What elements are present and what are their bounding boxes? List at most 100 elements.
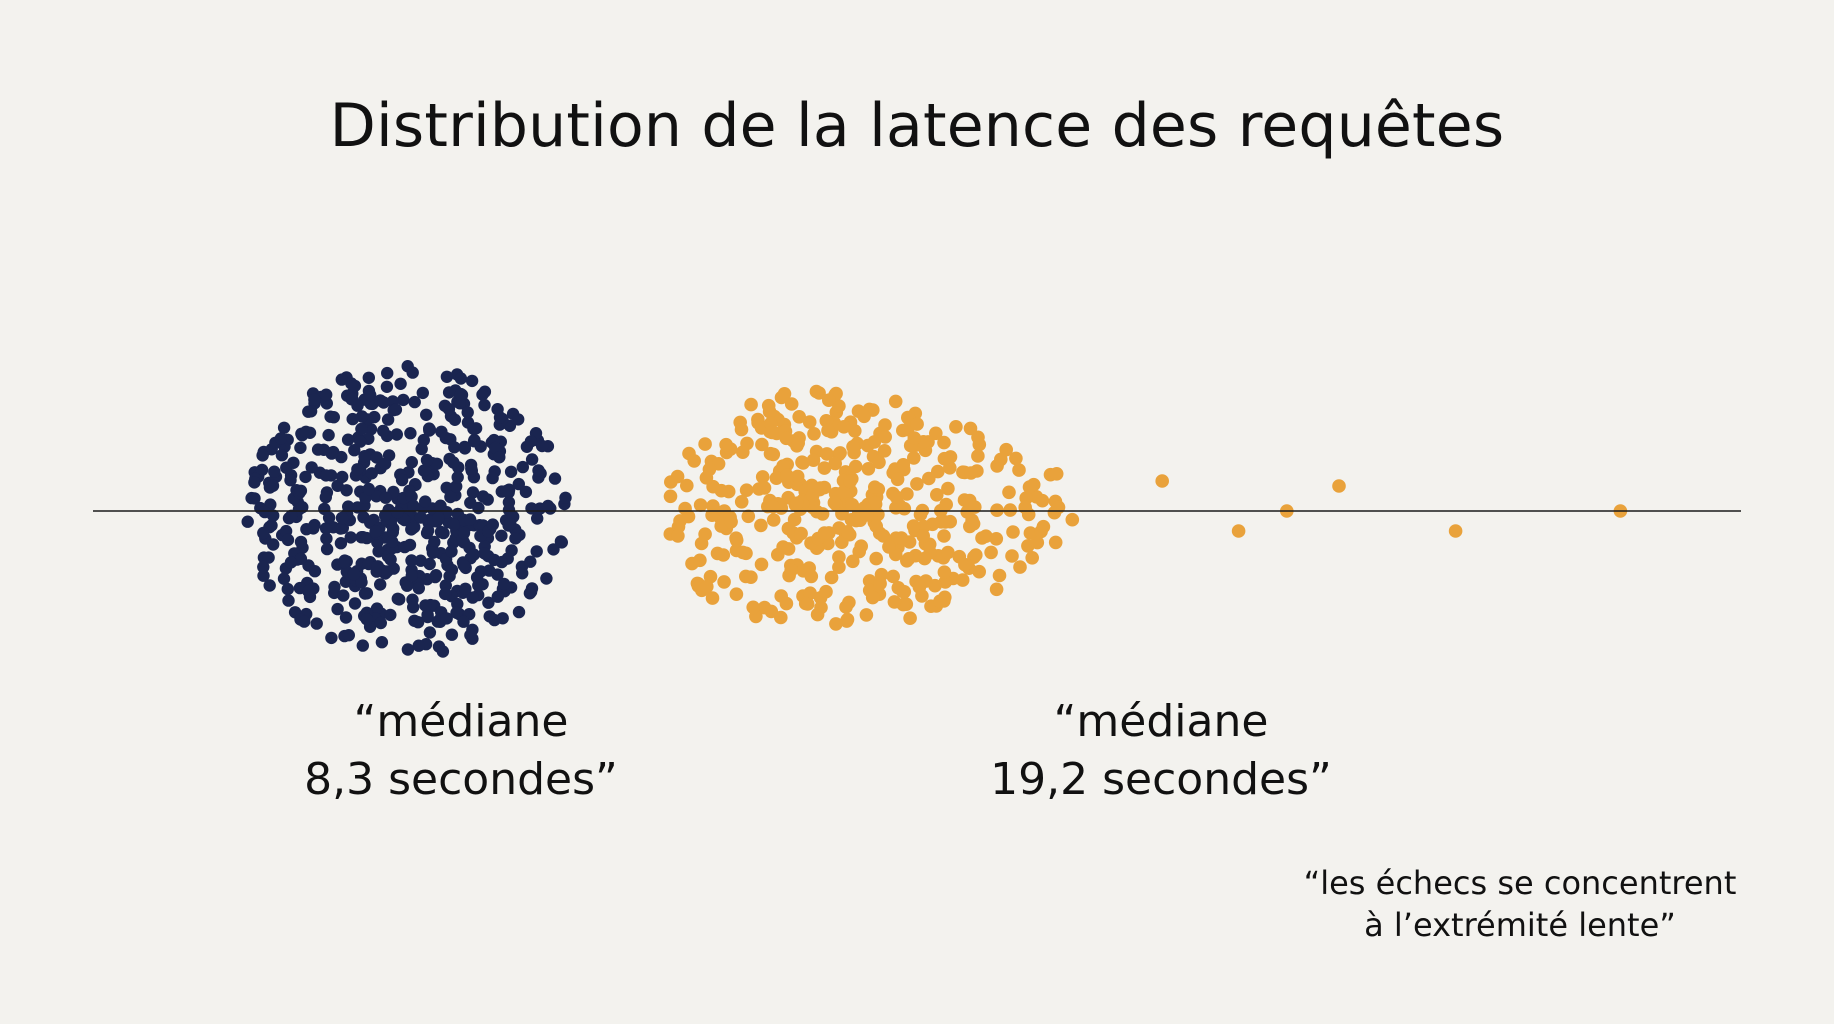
slow-request-dot: [781, 542, 796, 556]
slow-request-dot: [790, 496, 804, 511]
slow-request-dot: [812, 386, 826, 400]
slow-request-dot: [779, 596, 794, 611]
slow-request-dot: [796, 456, 810, 470]
slow-request-dot: [780, 468, 794, 483]
fast-request-dot: [472, 579, 485, 592]
fast-request-dot: [459, 582, 472, 595]
slow-request-dot: [984, 545, 998, 560]
slow-request-dot: [1005, 549, 1019, 563]
fast-request-dot: [548, 472, 562, 485]
fast-request-dot: [262, 551, 275, 564]
fast-request-dot: [525, 502, 538, 515]
slow-request-dot: [717, 575, 731, 589]
fast-request-dot: [524, 435, 538, 448]
fast-request-dot: [478, 547, 491, 560]
slow-request-dot: [1030, 535, 1045, 550]
slow-request-dot: [878, 430, 892, 444]
fast-request-dot: [391, 592, 404, 605]
slow-request-dot: [1065, 512, 1080, 527]
fast-request-dot: [478, 398, 491, 412]
slow-request-dot: [824, 570, 839, 585]
fast-request-dot: [412, 582, 425, 595]
slow-request-dot: [716, 548, 731, 562]
slow-request-dot: [915, 589, 929, 603]
slow-request-dot: [910, 417, 924, 431]
slow-request-dot: [739, 483, 754, 498]
fast-request-dot: [385, 535, 399, 548]
slow-request-dot: [941, 545, 955, 560]
fast-request-dot: [458, 442, 472, 455]
fast-request-dot: [454, 387, 468, 401]
slow-tail-annotation: “les échecs se concentrent à l’extrémité…: [1260, 862, 1780, 946]
fast-request-dot: [379, 491, 392, 504]
fast-request-dot: [319, 469, 333, 482]
slow-request-dot: [774, 390, 789, 405]
fast-request-dot: [381, 413, 395, 426]
slow-request-dot: [913, 507, 928, 522]
fast-request-dot: [516, 567, 529, 580]
fast-request-dot: [457, 526, 471, 540]
fast-request-dot: [401, 643, 415, 656]
fast-request-dot: [495, 529, 508, 542]
slow-request-dot: [822, 393, 836, 408]
slow-request-dot: [964, 466, 978, 480]
fast-request-dot: [404, 427, 417, 440]
fast-request-dot: [421, 610, 434, 624]
slow-request-dot: [972, 564, 986, 579]
fast-request-dot: [331, 602, 344, 616]
fast-request-dot: [311, 443, 325, 456]
slow-request-dot: [859, 508, 874, 522]
fast-request-dot: [327, 411, 340, 424]
fast-request-dot: [360, 587, 374, 600]
fast-request-dot: [377, 424, 390, 438]
slow-request-dot: [930, 488, 944, 502]
fast-request-dot: [457, 559, 470, 572]
slow-request-dot: [817, 461, 832, 475]
slow-request-dot: [764, 604, 779, 619]
slow-request-dot: [890, 472, 905, 487]
fast-request-dot: [348, 597, 362, 610]
slow-request-dot: [714, 483, 729, 498]
slow-request-dot: [817, 526, 832, 540]
fast-request-dot: [423, 626, 437, 639]
slow-request-dot: [896, 458, 911, 472]
fast-request-dot: [299, 470, 312, 484]
fast-request-dot: [310, 617, 323, 630]
fast-request-dot: [307, 522, 320, 535]
fast-request-dot: [268, 465, 281, 478]
slow-request-dot: [766, 447, 781, 462]
slow-request-dot: [897, 585, 912, 599]
fast-request-dot: [378, 457, 392, 470]
fast-request-dot: [423, 422, 436, 435]
slow-request-dot: [754, 518, 768, 533]
fast-request-dot: [403, 484, 416, 497]
slow-request-dot: [806, 453, 821, 468]
slow-request-dot: [910, 477, 924, 491]
slow-request-dot: [937, 435, 951, 450]
fast-request-dot: [320, 542, 334, 556]
slow-request-dot: [1022, 480, 1037, 494]
slow-request-dot: [829, 617, 843, 631]
slow-request-dot: [1034, 524, 1048, 539]
fast-request-dot: [505, 544, 518, 557]
slow-request-dot: [671, 529, 685, 543]
fast-request-dot: [282, 594, 295, 607]
slow-request-dot: [916, 529, 930, 543]
fast-request-dot: [465, 374, 479, 388]
fast-request-dot: [347, 567, 361, 581]
slow-request-dot: [1025, 551, 1039, 565]
slow-request-dot: [903, 611, 917, 625]
fast-request-dot: [344, 531, 357, 544]
median-label-fast-line2: 8,3 secondes”: [304, 754, 618, 805]
slow-request-dot: [1009, 451, 1023, 466]
fast-request-dot: [302, 585, 315, 598]
slow-request-dot: [839, 600, 853, 614]
fast-request-dot: [540, 572, 553, 585]
fast-request-dot: [339, 611, 353, 624]
slow-request-dot: [729, 531, 743, 545]
fast-request-dot: [466, 486, 480, 499]
fast-request-dot: [476, 388, 489, 401]
slow-request-dot: [888, 394, 903, 409]
slow-request-dot: [766, 500, 780, 514]
